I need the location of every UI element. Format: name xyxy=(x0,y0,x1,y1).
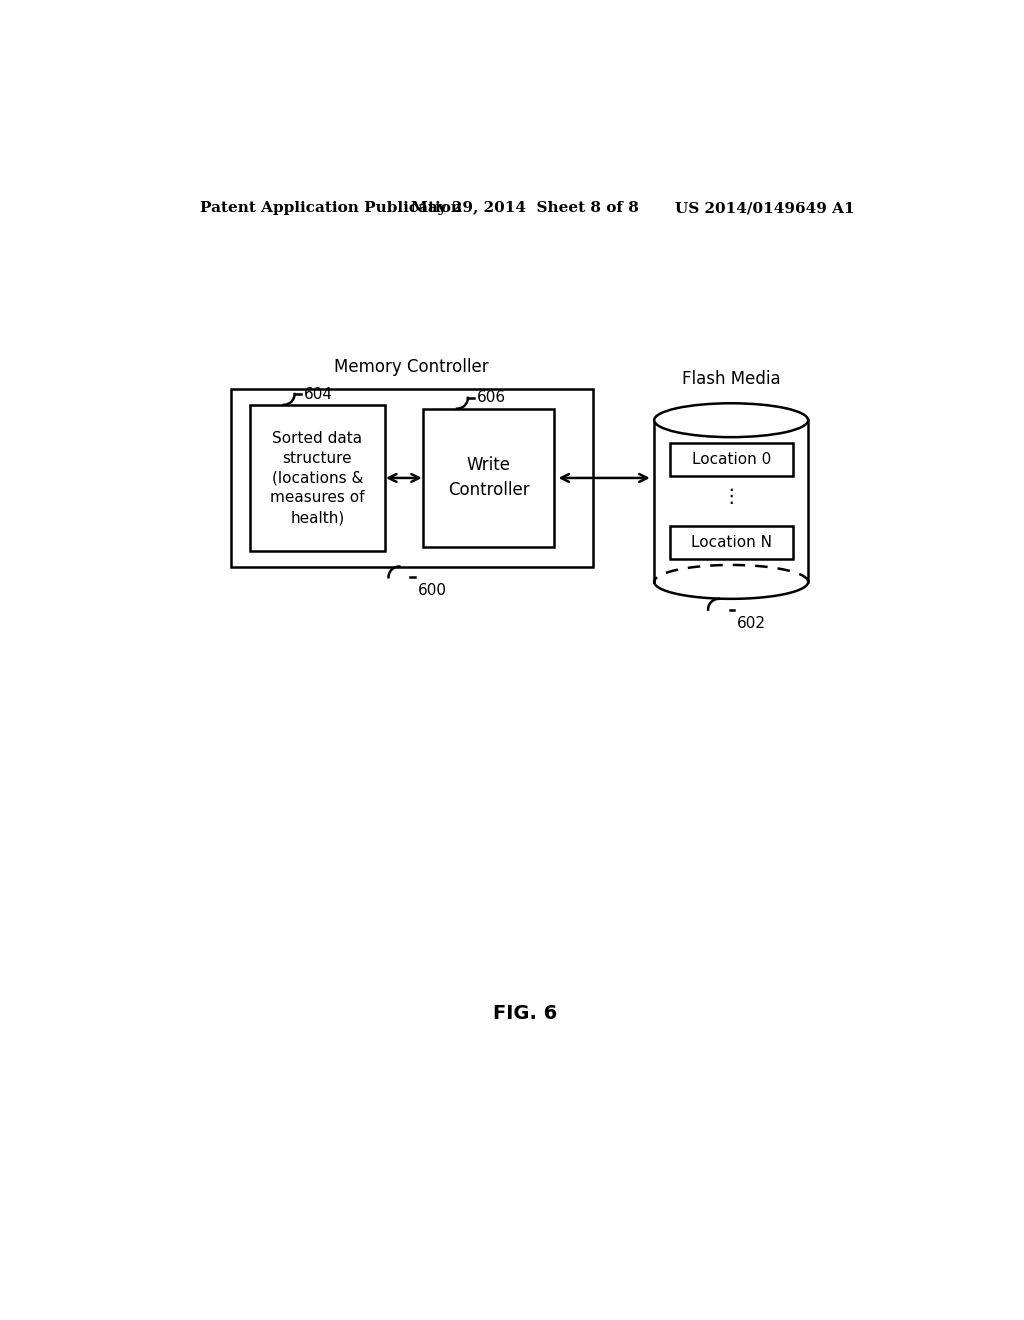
Text: Sorted data
structure
(locations &
measures of
health): Sorted data structure (locations & measu… xyxy=(270,430,365,525)
Ellipse shape xyxy=(654,404,808,437)
Bar xyxy=(423,409,554,548)
Text: Memory Controller: Memory Controller xyxy=(334,358,488,376)
Bar xyxy=(670,527,793,558)
Text: 600: 600 xyxy=(418,583,446,598)
Text: FIG. 6: FIG. 6 xyxy=(493,1003,557,1023)
Bar xyxy=(670,444,793,475)
Bar xyxy=(250,405,385,552)
Text: Location N: Location N xyxy=(690,535,772,550)
Text: Write
Controller: Write Controller xyxy=(447,457,529,499)
Text: Patent Application Publication: Patent Application Publication xyxy=(200,202,462,215)
Text: Flash Media: Flash Media xyxy=(682,370,780,388)
Text: 604: 604 xyxy=(304,387,333,401)
Text: May 29, 2014  Sheet 8 of 8: May 29, 2014 Sheet 8 of 8 xyxy=(411,202,639,215)
Text: 606: 606 xyxy=(477,391,506,405)
Text: US 2014/0149649 A1: US 2014/0149649 A1 xyxy=(675,202,854,215)
Text: 602: 602 xyxy=(737,615,766,631)
Text: Location 0: Location 0 xyxy=(691,451,771,467)
Text: ⋮: ⋮ xyxy=(722,487,741,506)
Bar xyxy=(230,389,593,566)
